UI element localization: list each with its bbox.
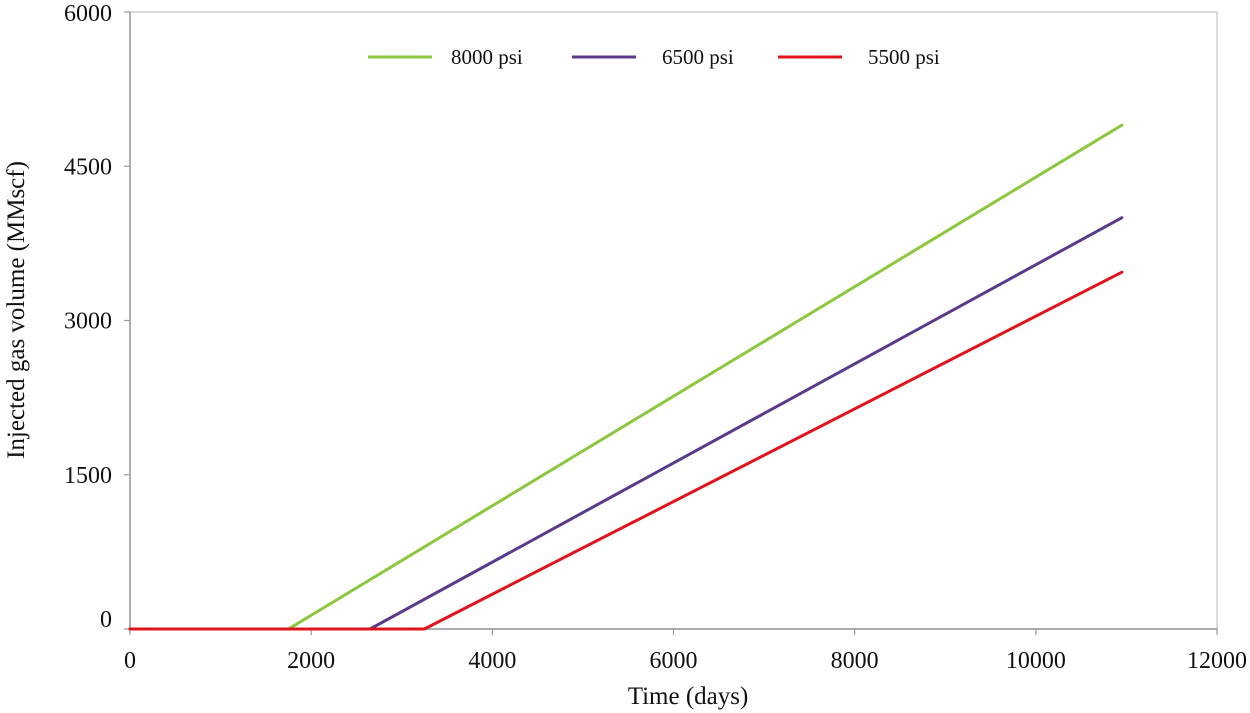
legend-label: 6500 psi <box>662 45 734 69</box>
y-tick-label: 3000 <box>64 309 112 335</box>
x-axis-ticks: 0 2000 4000 6000 8000 10000 12000 <box>124 629 1247 674</box>
x-tick-label: 6000 <box>650 648 698 674</box>
x-tick-label: 10000 <box>1006 648 1066 674</box>
x-tick-label: 8000 <box>831 648 879 674</box>
series-line-8000-psi <box>128 123 1124 631</box>
y-tick-label: 1500 <box>64 463 112 489</box>
series-line-5500-psi <box>128 270 1124 631</box>
x-axis-title: Time (days) <box>628 683 749 710</box>
x-tick-label: 0 <box>124 648 136 674</box>
y-tick-label: 6000 <box>64 1 112 27</box>
series-lines <box>128 123 1124 631</box>
legend-label: 5500 psi <box>868 45 940 69</box>
x-tick-label: 12000 <box>1187 648 1247 674</box>
legend: 8000 psi 6500 psi 5500 psi <box>368 45 940 69</box>
plot-frame <box>129 11 1218 630</box>
y-tick-label: 4500 <box>64 154 112 180</box>
y-tick-label: 0 <box>100 607 112 633</box>
legend-label: 8000 psi <box>451 45 523 69</box>
y-axis-ticks: 0 1500 3000 4500 6000 <box>64 1 130 633</box>
y-axis-title: Injected gas volume (MMscf) <box>3 161 30 459</box>
x-tick-label: 2000 <box>287 648 335 674</box>
x-tick-label: 4000 <box>468 648 516 674</box>
